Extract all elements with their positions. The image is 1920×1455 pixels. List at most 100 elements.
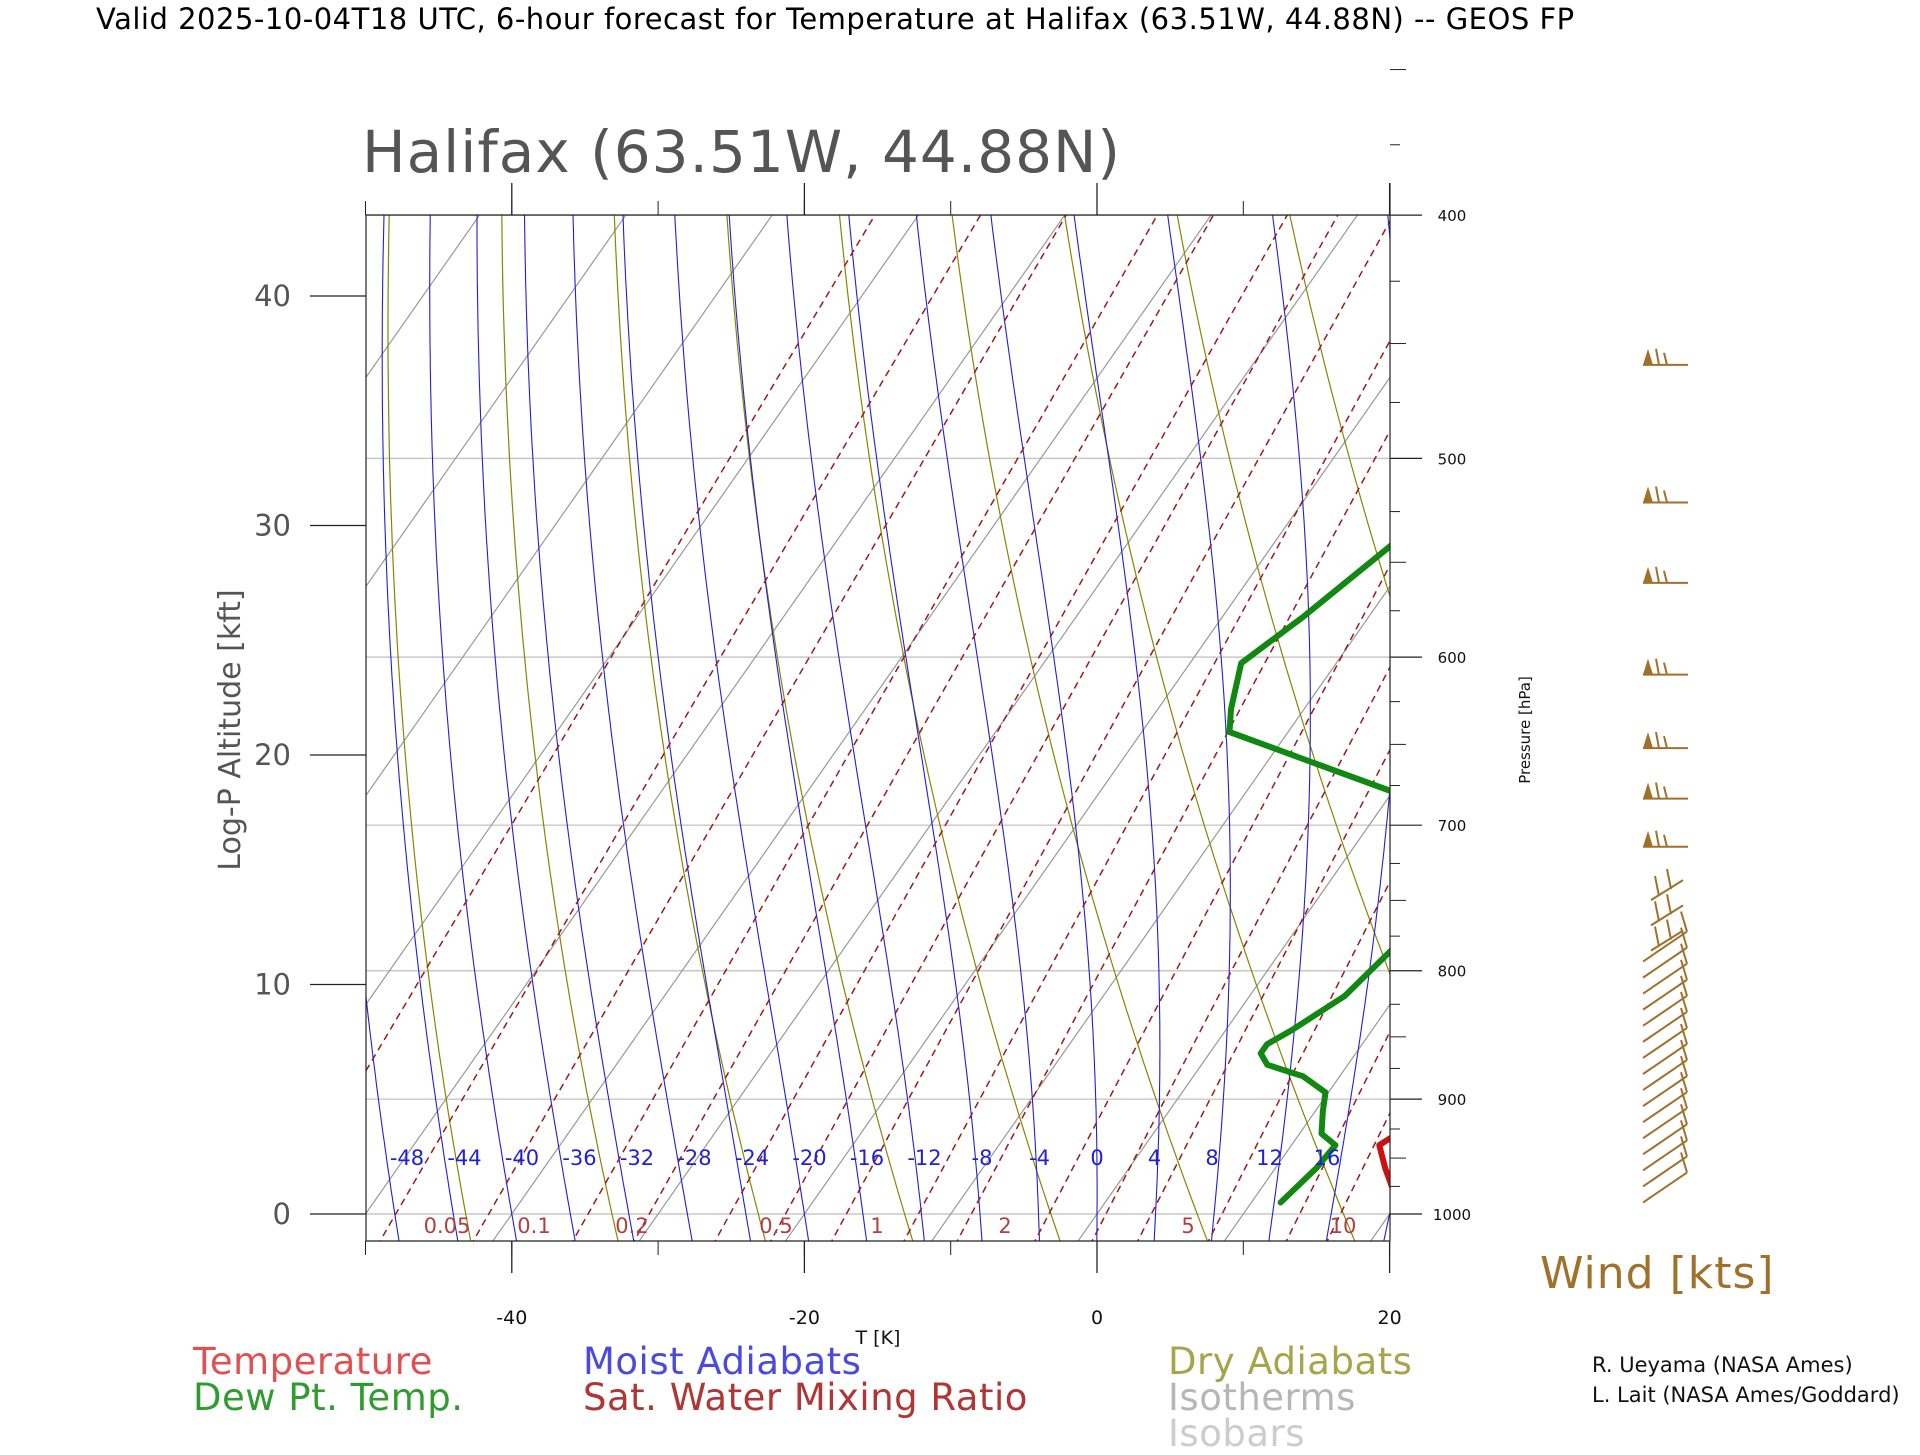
wind-barb-flag [1664, 787, 1667, 799]
dry-adiabat-line [388, 0, 519, 1278]
dry-adiabat-line [269, 0, 435, 1278]
isotherm-line [1658, 181, 1920, 1248]
wind-barb-pennant [1643, 349, 1653, 365]
mixing-ratio-label: 0.05 [424, 1214, 471, 1238]
mixing-ratio-line [1119, 0, 1920, 1278]
wind-barb-pennant [1643, 659, 1653, 675]
wind-barb-staff [1643, 948, 1687, 978]
wind-barb-flag [1655, 876, 1659, 896]
dry-adiabat-line [0, 0, 185, 1278]
credit-line: L. Lait (NASA Ames/Goddard) [1592, 1380, 1900, 1410]
mixing-ratio-label: 5 [1181, 1214, 1194, 1238]
wind-barb-staff [1643, 1108, 1687, 1138]
isotherm-line [195, 181, 942, 1248]
dry-adiabat-line [1686, 0, 1920, 1278]
moist-adiabat-line [771, 0, 928, 1278]
moist-adiabat-label: -20 [792, 1146, 826, 1170]
dry-adiabat-line [1769, 0, 1920, 1278]
moist-adiabat-label: 4 [1148, 1146, 1161, 1170]
x-tick-label: 20 [1378, 1307, 1402, 1329]
isotherm-line [49, 181, 796, 1248]
y-tick-label: 10 [254, 968, 291, 1002]
wind-barb-pennant [1643, 831, 1653, 847]
moist-adiabat-label: -8 [972, 1146, 993, 1170]
wind-barb-staff [1643, 1044, 1687, 1074]
legend-isobars: Isobars [1168, 1412, 1305, 1455]
wind-barb-flag [1664, 491, 1667, 503]
moist-adiabat-line [1021, 0, 1160, 1278]
moist-adiabat-label: -28 [677, 1146, 711, 1170]
wind-barb-flag [1656, 349, 1659, 365]
moist-adiabat-label: 12 [1256, 1146, 1283, 1170]
isotherm-line [780, 181, 1527, 1248]
y2-tick-label: 400 [1438, 207, 1467, 225]
wind-barb-staff [1643, 996, 1687, 1026]
mixing-ratio-line [1073, 0, 1920, 1278]
mixing-ratio-line [1310, 0, 1920, 1278]
wind-barb [1643, 783, 1688, 799]
isotherm-line [488, 181, 1235, 1248]
credits: R. Ueyama (NASA Ames) L. Lait (NASA Ames… [1592, 1350, 1900, 1410]
wind-barb-staff [1643, 1076, 1687, 1106]
wind-barb-pennant [1643, 783, 1653, 799]
wind-barb-staff [1643, 1092, 1687, 1122]
dry-adiabat-line [816, 0, 1073, 1278]
mixing-ratio-line [695, 0, 1920, 1278]
moist-adiabat-line [334, 0, 470, 1278]
y-tick-label: 30 [254, 509, 291, 543]
wind-barb-flag [1664, 736, 1667, 748]
wind-barb [1643, 567, 1688, 583]
mixing-ratio-line [751, 0, 1920, 1278]
isotherm-line [1512, 181, 1920, 1248]
wind-barb-staff [1643, 1140, 1687, 1170]
wind-barb-staff [1643, 1028, 1687, 1058]
y2-tick-label: 600 [1438, 649, 1467, 667]
moist-adiabat-line [886, 0, 1040, 1278]
y2-tick-label: 500 [1438, 450, 1467, 468]
wind-barb-pennant [1643, 732, 1653, 748]
moist-adiabat-line [719, 0, 872, 1278]
isotherm-line [341, 181, 1088, 1248]
moist-adiabat-label: -12 [907, 1146, 941, 1170]
wind-barb-flag [1655, 901, 1659, 921]
wind-barb-flag [1667, 920, 1671, 940]
wind-barb [1643, 831, 1688, 847]
moist-adiabat-label: -44 [447, 1146, 481, 1170]
mixing-ratio-label: 1 [870, 1214, 883, 1238]
moist-adiabat-label: -40 [505, 1146, 539, 1170]
isotherm-line [0, 181, 650, 1248]
wind-barb-flag [1667, 869, 1671, 889]
wind-barb-staff [1643, 980, 1687, 1010]
moist-adiabat-line [1376, 0, 1510, 1278]
isotherm-line [1366, 181, 1920, 1248]
wind-label: Wind [kts] [1540, 1248, 1775, 1299]
moist-adiabat-label: -24 [735, 1146, 769, 1170]
x-tick-label: -20 [789, 1307, 820, 1329]
wind-barb-flag [1656, 831, 1659, 847]
credit-line: R. Ueyama (NASA Ames) [1592, 1350, 1900, 1380]
dry-adiabat-line [1519, 0, 1920, 1278]
wind-barb [1643, 659, 1688, 675]
wind-barb-flag [1655, 927, 1659, 947]
y2-axis-label: Pressure [hPa] [1516, 676, 1534, 784]
moist-adiabat-label: 8 [1205, 1146, 1218, 1170]
wind-barb-staff [1643, 1060, 1687, 1090]
dry-adiabat-line [1353, 0, 1920, 1278]
dry-adiabat-line [1097, 0, 1519, 1278]
moist-adiabat-line [477, 0, 582, 1278]
moist-adiabat-label: -4 [1029, 1146, 1050, 1170]
moist-adiabat-line [572, 0, 699, 1278]
wind-barb [1643, 349, 1688, 365]
mixing-ratio-label: 0.5 [759, 1214, 792, 1238]
y-tick-label: 0 [273, 1197, 291, 1231]
isotherm-line [0, 181, 503, 1248]
wind-barb-staff [1643, 1124, 1687, 1154]
mixing-ratio-line [1268, 0, 1920, 1278]
y2-tick-label: 700 [1438, 817, 1467, 835]
y-tick-label: 20 [254, 738, 291, 772]
legend-mixing-ratio: Sat. Water Mixing Ratio [583, 1376, 1028, 1419]
y-tick-label: 40 [254, 279, 291, 313]
x-tick-label: 0 [1091, 1307, 1103, 1329]
mixing-ratio-line [812, 0, 1920, 1278]
wind-barb-flag [1667, 894, 1671, 914]
